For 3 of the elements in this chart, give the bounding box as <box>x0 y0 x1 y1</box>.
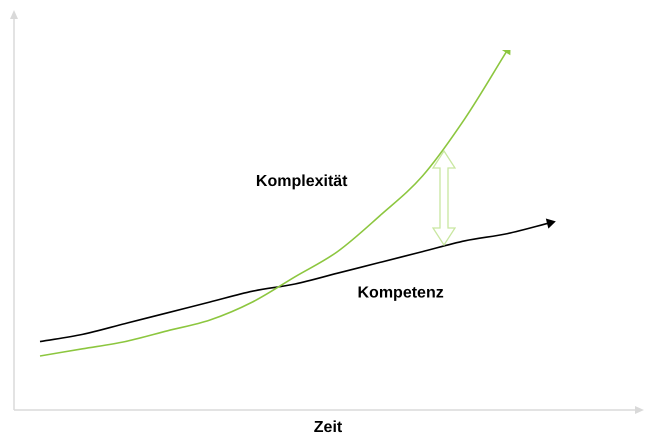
series-label: Kompetenz <box>358 284 444 302</box>
text: Komplexität <box>256 173 348 190</box>
x-axis-title: Zeit <box>314 419 343 436</box>
